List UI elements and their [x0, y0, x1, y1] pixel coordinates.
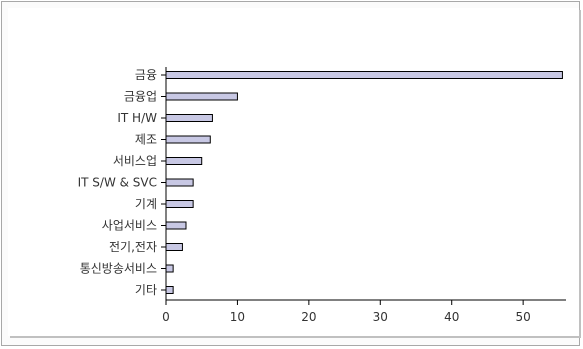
- category-label-7: 사업서비스: [102, 219, 157, 233]
- category-label-6: 기계: [135, 197, 157, 211]
- plot-panel: [8, 8, 579, 336]
- category-label-1: 금융업: [124, 90, 157, 104]
- category-label-2: IT H/W: [117, 111, 157, 125]
- bar-2: [165, 114, 213, 122]
- bar-4: [165, 157, 203, 165]
- bar-6: [165, 200, 194, 208]
- x-tick-label-0: 0: [162, 310, 170, 324]
- category-label-9: 통신방송서비스: [80, 262, 157, 276]
- bar-3: [165, 135, 211, 144]
- bar-10: [165, 286, 174, 294]
- bar-8: [165, 243, 183, 251]
- category-label-8: 전기,전자: [109, 240, 157, 254]
- category-label-3: 제조: [135, 133, 157, 147]
- bar-7: [165, 221, 187, 230]
- x-tick-label-3: 30: [373, 310, 388, 324]
- x-tick-label-2: 20: [301, 310, 316, 324]
- category-label-0: 금융: [135, 68, 157, 82]
- category-label-4: 서비스업: [113, 154, 157, 168]
- category-label-10: 기타: [135, 283, 157, 297]
- bar-5: [165, 178, 194, 187]
- x-tick-label-4: 40: [444, 310, 459, 324]
- category-label-5: IT S/W & SVC: [78, 176, 157, 190]
- x-tick-label-5: 50: [516, 310, 531, 324]
- bar-9: [165, 264, 174, 273]
- bar-0: [165, 71, 563, 79]
- x-tick-label-1: 10: [230, 310, 245, 324]
- bars-group: [165, 71, 563, 294]
- axes-group: [161, 67, 566, 305]
- bar-1: [165, 92, 238, 101]
- tick-labels: 0 10 20 30 40 50: [162, 310, 531, 324]
